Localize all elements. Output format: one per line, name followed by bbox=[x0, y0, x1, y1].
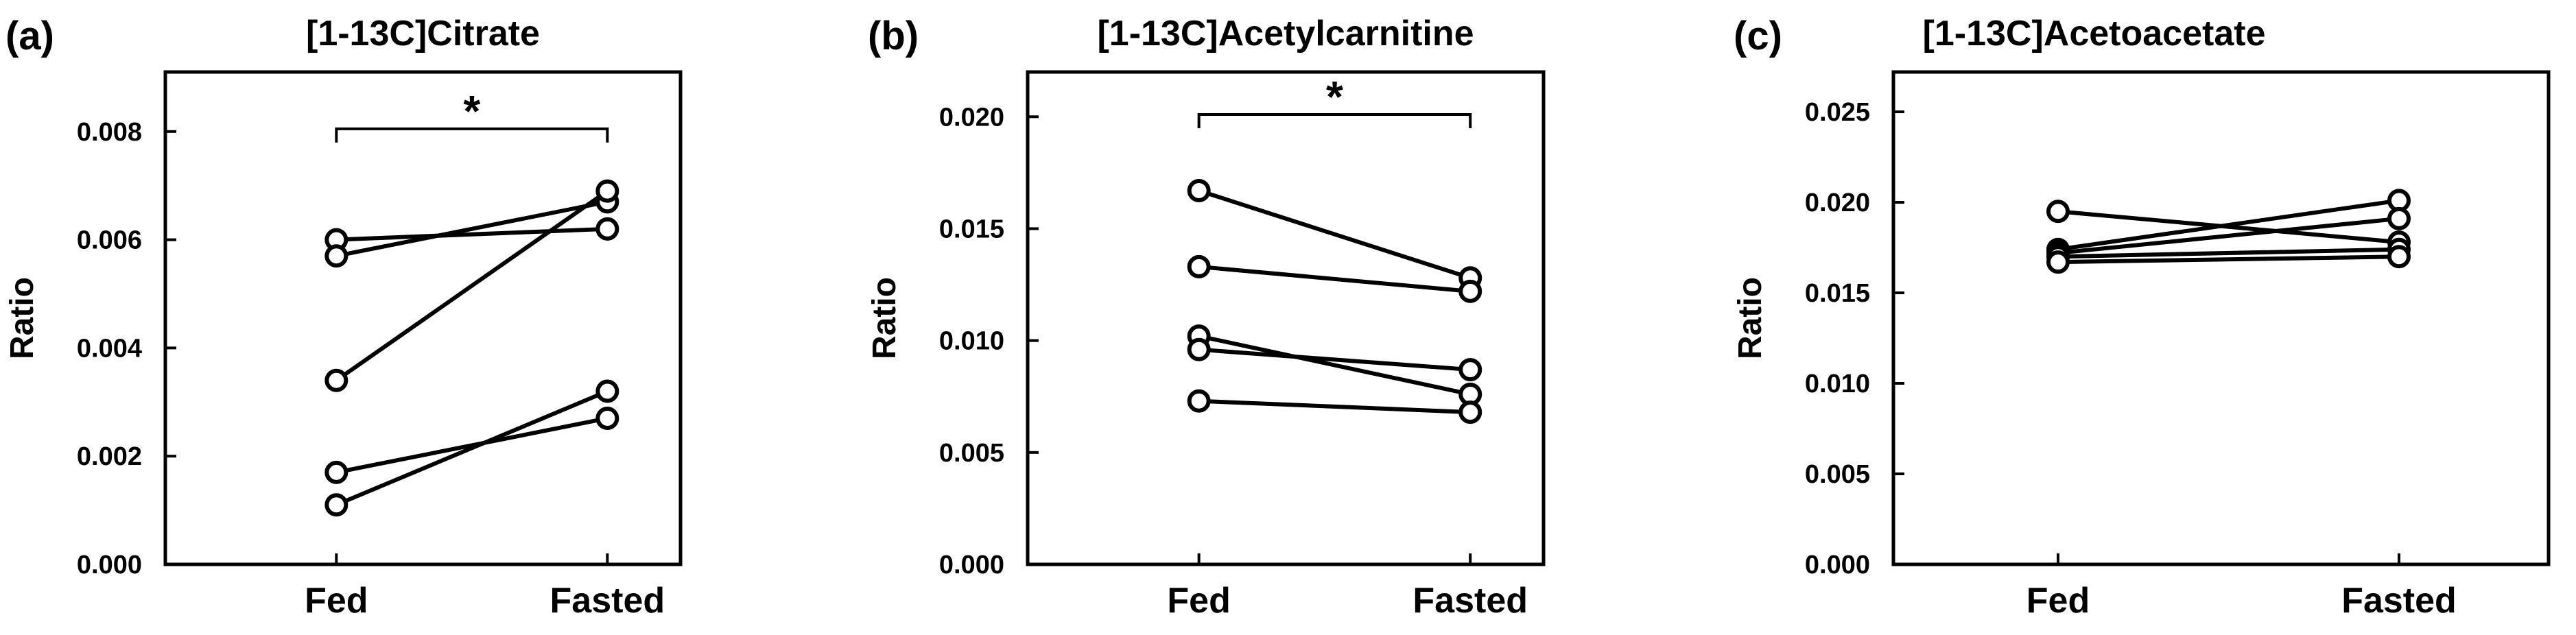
y-tick-label: 0.010 bbox=[939, 327, 1004, 356]
significance-marker: * bbox=[463, 86, 480, 136]
significance-marker: * bbox=[1326, 72, 1343, 121]
y-tick-label: 0.006 bbox=[77, 226, 142, 255]
pair-line bbox=[2057, 198, 2400, 252]
y-tick-label: 0.000 bbox=[77, 551, 142, 579]
significance-bracket bbox=[335, 127, 609, 143]
y-tick-label: 0.000 bbox=[939, 551, 1004, 579]
y-tick-label: 0.015 bbox=[939, 215, 1004, 243]
y-tick-label: 0.020 bbox=[939, 103, 1004, 132]
x-category-label: Fed bbox=[305, 581, 368, 621]
y-tick-label: 0.010 bbox=[1805, 370, 1870, 398]
data-point-fasted bbox=[595, 379, 619, 403]
pair-line bbox=[1198, 347, 1471, 372]
data-point-fed bbox=[2046, 200, 2070, 224]
panel-a: (a) [1-13C]Citrate 0.000 0.002 0.004 0.006 0.0… bbox=[4, 14, 683, 621]
data-point-fed bbox=[1187, 337, 1211, 361]
chart-title: [1-13C]Acetoacetate bbox=[1923, 14, 2266, 53]
panel-letter: (b) bbox=[868, 14, 919, 58]
data-point-fed bbox=[324, 368, 348, 392]
x-category-label: Fasted bbox=[2341, 581, 2457, 621]
plot-frame bbox=[1891, 70, 2551, 566]
y-tick-label: 0.015 bbox=[1805, 279, 1870, 308]
x-category-label: Fed bbox=[1167, 581, 1230, 621]
pair-line bbox=[335, 200, 608, 259]
chart-title: [1-13C]Acetylcarnitine bbox=[1097, 14, 1474, 53]
chart-title: [1-13C]Citrate bbox=[306, 14, 540, 53]
y-tick-label: 0.002 bbox=[77, 442, 142, 471]
y-tick-label: 0.000 bbox=[1805, 551, 1870, 579]
pair-line bbox=[2057, 247, 2400, 259]
y-tick-label: 0.008 bbox=[77, 118, 142, 147]
data-point-fasted bbox=[2387, 245, 2411, 269]
pair-line bbox=[1198, 189, 1472, 280]
panel-letter: (a) bbox=[5, 14, 54, 58]
data-point-fasted bbox=[595, 406, 619, 430]
pair-line bbox=[335, 389, 608, 507]
panel-c: (c) [1-13C]Acetoacetate 0.000 0.005 0.010 0.0… bbox=[1732, 14, 2551, 621]
x-category-label: Fasted bbox=[550, 581, 665, 621]
data-point-fed bbox=[324, 460, 348, 484]
data-point-fed bbox=[1187, 254, 1211, 278]
data-point-fasted bbox=[1458, 400, 1482, 424]
pair-line bbox=[1198, 264, 1471, 293]
panel-b: (b) [1-13C]Acetylcarnitine 0.000 0.005 0.010… bbox=[866, 14, 1546, 621]
y-tick-label: 0.020 bbox=[1805, 189, 1870, 217]
data-point-fed bbox=[324, 244, 348, 268]
data-point-fed bbox=[1187, 389, 1211, 413]
pair-line bbox=[335, 189, 609, 383]
x-category-label: Fasted bbox=[1413, 581, 1528, 621]
y-tick-label: 0.005 bbox=[1805, 460, 1870, 489]
data-point-fed bbox=[2046, 250, 2070, 274]
y-tick-label: 0.005 bbox=[939, 439, 1004, 468]
x-category-label: Fed bbox=[2026, 581, 2090, 621]
data-point-fasted bbox=[1458, 279, 1482, 303]
data-point-fasted bbox=[2387, 206, 2411, 230]
pair-line bbox=[336, 226, 608, 242]
data-point-fasted bbox=[595, 179, 619, 203]
plot-frame bbox=[1026, 70, 1546, 566]
y-tick-label: 0.025 bbox=[1805, 98, 1870, 127]
y-tick-label: 0.004 bbox=[77, 334, 142, 363]
pair-line bbox=[2057, 216, 2400, 255]
pair-line bbox=[335, 416, 608, 475]
y-axis-label: Ratio bbox=[866, 277, 903, 359]
data-point-fed bbox=[1187, 178, 1211, 202]
y-axis-label: Ratio bbox=[4, 277, 40, 359]
significance-bracket bbox=[1197, 113, 1472, 129]
pair-line bbox=[1198, 398, 1471, 415]
panel-letter: (c) bbox=[1734, 14, 1782, 58]
pair-line bbox=[1198, 334, 1471, 396]
pair-line bbox=[2057, 254, 2400, 265]
data-point-fasted bbox=[1458, 358, 1482, 382]
data-point-fasted bbox=[595, 217, 619, 241]
plot-frame bbox=[163, 70, 683, 566]
y-axis-label: Ratio bbox=[1732, 277, 1769, 359]
data-point-fed bbox=[324, 493, 348, 517]
